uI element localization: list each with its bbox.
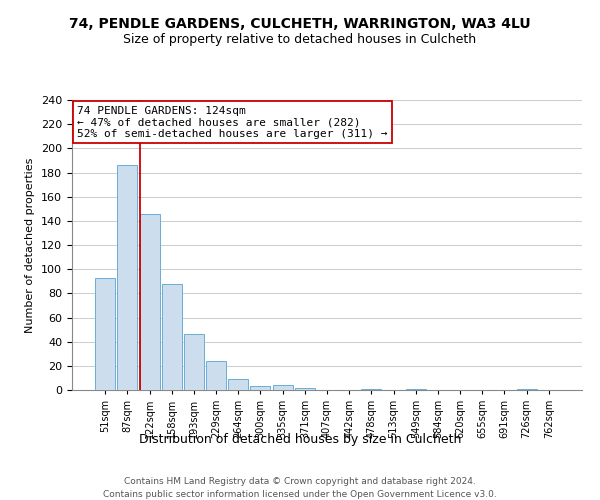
Bar <box>95 278 115 390</box>
Bar <box>250 386 271 390</box>
Bar <box>118 166 137 390</box>
Bar <box>162 284 182 390</box>
Text: Contains HM Land Registry data © Crown copyright and database right 2024.: Contains HM Land Registry data © Crown c… <box>124 478 476 486</box>
Text: Size of property relative to detached houses in Culcheth: Size of property relative to detached ho… <box>124 32 476 46</box>
Text: 74 PENDLE GARDENS: 124sqm
← 47% of detached houses are smaller (282)
52% of semi: 74 PENDLE GARDENS: 124sqm ← 47% of detac… <box>77 106 388 139</box>
Bar <box>517 389 536 390</box>
Bar <box>361 389 382 390</box>
Bar <box>228 379 248 390</box>
Text: Contains public sector information licensed under the Open Government Licence v3: Contains public sector information licen… <box>103 490 497 499</box>
Bar <box>206 361 226 390</box>
Text: Distribution of detached houses by size in Culcheth: Distribution of detached houses by size … <box>139 432 461 446</box>
Text: 74, PENDLE GARDENS, CULCHETH, WARRINGTON, WA3 4LU: 74, PENDLE GARDENS, CULCHETH, WARRINGTON… <box>69 18 531 32</box>
Bar <box>272 385 293 390</box>
Y-axis label: Number of detached properties: Number of detached properties <box>25 158 35 332</box>
Bar <box>184 334 204 390</box>
Bar <box>140 214 160 390</box>
Bar <box>406 389 426 390</box>
Bar <box>295 388 315 390</box>
